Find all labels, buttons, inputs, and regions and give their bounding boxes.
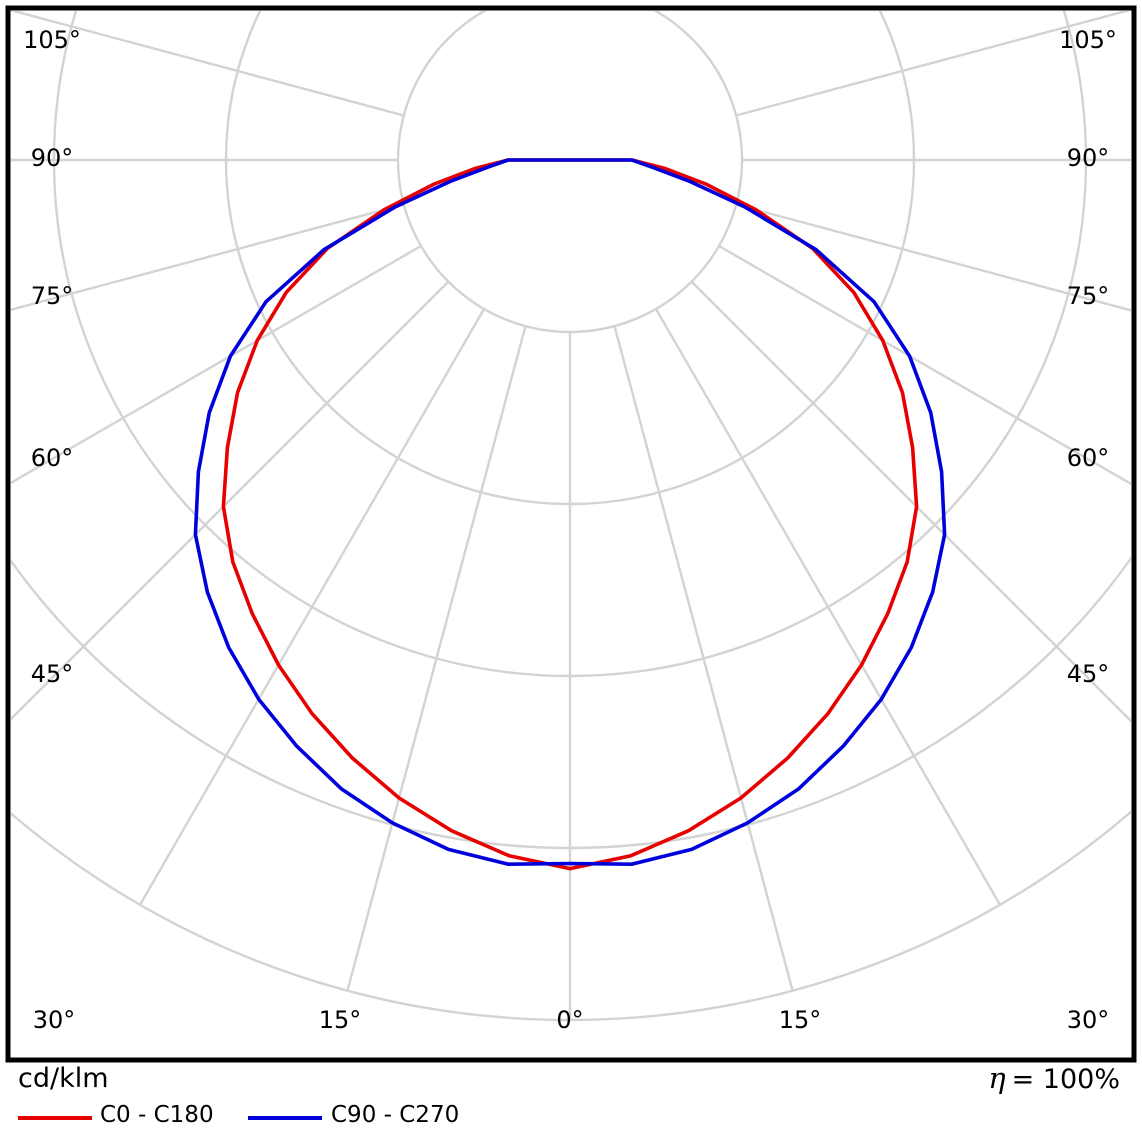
- chart-frame: [5, 5, 1137, 1063]
- angle-label-left-60: 60°: [31, 444, 74, 472]
- legend-line-c0-c180: [18, 1116, 92, 1120]
- grid-spoke: [613, 325, 794, 992]
- angle-labels: 105° 105° 90° 90° 75° 75° 60° 60° 45° 45° 30° 15° 0°…: [23, 26, 1117, 1034]
- polar-grid: [11, 11, 1131, 1021]
- grid-spoke: [735, 203, 1131, 312]
- angle-label-left-90: 90°: [31, 144, 74, 172]
- legend-line-c90-c270: [248, 1116, 322, 1120]
- angle-label-right-105: 105°: [1059, 26, 1117, 54]
- curves: [193, 158, 947, 871]
- legend-label-c90-c270: C90 - C270: [331, 1102, 460, 1128]
- grid-spoke: [690, 280, 1131, 723]
- angle-label-right-90: 90°: [1067, 144, 1110, 172]
- eta-symbol: η: [988, 1061, 1006, 1095]
- legend-label-c0-c180: C0 - C180: [100, 1102, 214, 1128]
- grid-spoke: [718, 244, 1131, 486]
- grid-spoke: [11, 203, 405, 312]
- polar-chart: 105° 105° 90° 90° 75° 75° 60° 60° 45° 45° 30° 15° 0°…: [5, 5, 1137, 1063]
- angle-label-bottom-30-right: 30°: [1067, 1006, 1110, 1034]
- grid-spoke: [11, 11, 405, 117]
- angle-label-bottom-15-left: 15°: [319, 1006, 362, 1034]
- grid-spoke: [11, 244, 422, 485]
- angle-label-left-105: 105°: [23, 26, 81, 54]
- angle-label-right-45: 45°: [1067, 660, 1110, 688]
- grid-spoke: [654, 308, 1002, 906]
- efficiency-label: η = 100%: [988, 1062, 1120, 1096]
- angle-label-bottom-15-right: 15°: [779, 1006, 822, 1034]
- angle-label-right-60: 60°: [1067, 444, 1110, 472]
- efficiency-value: = 100%: [1011, 1064, 1120, 1095]
- angle-label-left-75: 75°: [31, 282, 74, 310]
- angle-label-bottom-30-left: 30°: [33, 1006, 76, 1034]
- grid-spoke: [138, 308, 486, 906]
- grid-spoke: [11, 280, 450, 721]
- angle-label-bottom-0: 0°: [556, 1006, 583, 1034]
- grid-spoke: [735, 11, 1131, 117]
- grid-spoke: [346, 325, 527, 992]
- angle-label-right-75: 75°: [1067, 282, 1110, 310]
- angle-label-left-45: 45°: [31, 660, 74, 688]
- curve-c90-c270: [193, 158, 947, 866]
- radial-unit-label: cd/klm: [18, 1063, 109, 1094]
